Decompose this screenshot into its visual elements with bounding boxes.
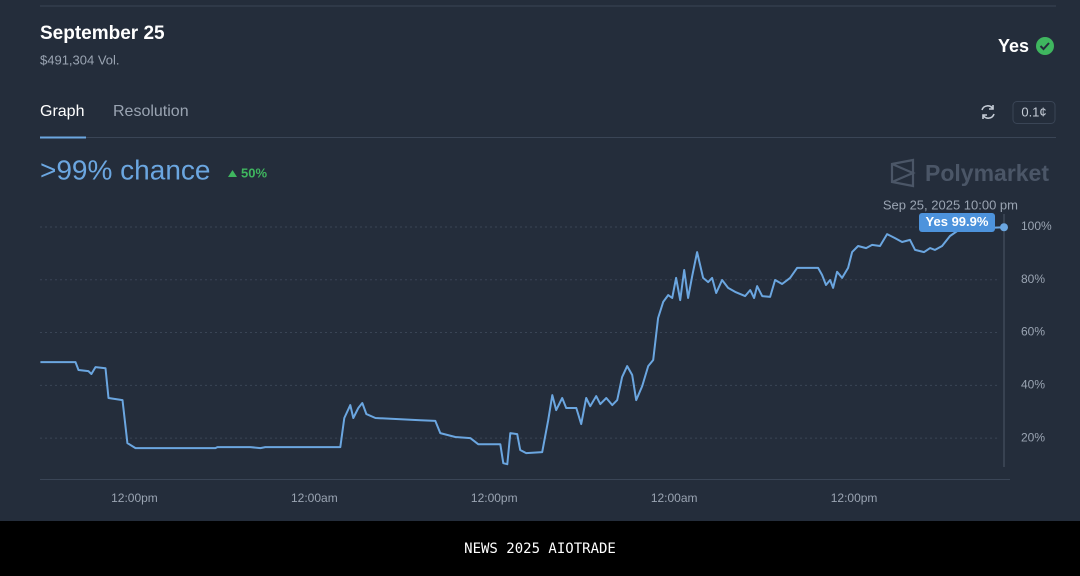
y-tick-label: 80% — [1021, 272, 1045, 286]
volume: $491,304 Vol. — [40, 52, 120, 67]
tooltip-series: Yes — [926, 214, 948, 229]
tooltip-value: 99.9% — [952, 214, 989, 229]
outcome: Yes — [998, 36, 1029, 56]
market-title: September 25 — [40, 23, 165, 44]
check-icon — [1036, 37, 1054, 55]
price-line — [40, 226, 1005, 466]
x-tick-label: 12:00am — [651, 491, 698, 505]
x-tick-label: 12:00pm — [471, 491, 518, 505]
tooltip: Yes 99.9% — [919, 213, 995, 232]
x-tick-label: 12:00am — [291, 491, 338, 505]
chance: >99% chance — [40, 154, 210, 185]
brand: Polymarket — [925, 160, 1049, 186]
hover-dot — [1000, 223, 1009, 232]
y-tick-label: 60% — [1021, 325, 1045, 339]
tab-resolution[interactable]: Resolution — [113, 103, 189, 120]
y-tick-label: 20% — [1021, 430, 1045, 444]
footer-text: NEWS 2025 AIOTRADE — [464, 541, 616, 557]
price-unit-button[interactable] — [1012, 101, 1056, 124]
refresh-icon[interactable] — [981, 105, 995, 119]
x-tick-label: 12:00pm — [111, 491, 158, 505]
y-tick-label: 40% — [1021, 377, 1045, 391]
tooltip-text: Yes 99.9% — [926, 214, 989, 229]
plot: 20% 40% 60% 80% 100% 12:00pm 12:00am 12:00pm 12:… — [40, 219, 1052, 505]
brand-logo — [890, 158, 916, 188]
panel — [0, 0, 1080, 521]
up-arrow — [228, 170, 237, 177]
tab-graph[interactable]: Graph — [40, 103, 84, 120]
hover-date: Sep 25, 2025 10:00 pm — [883, 197, 1018, 212]
change: 50% — [241, 165, 267, 180]
price-unit-label[interactable]: 0.1¢ — [1021, 104, 1046, 119]
y-tick-label: 100% — [1021, 219, 1052, 233]
x-tick-label: 12:00pm — [831, 491, 878, 505]
footer-bar — [0, 521, 1080, 576]
tooltip-box — [919, 213, 995, 232]
